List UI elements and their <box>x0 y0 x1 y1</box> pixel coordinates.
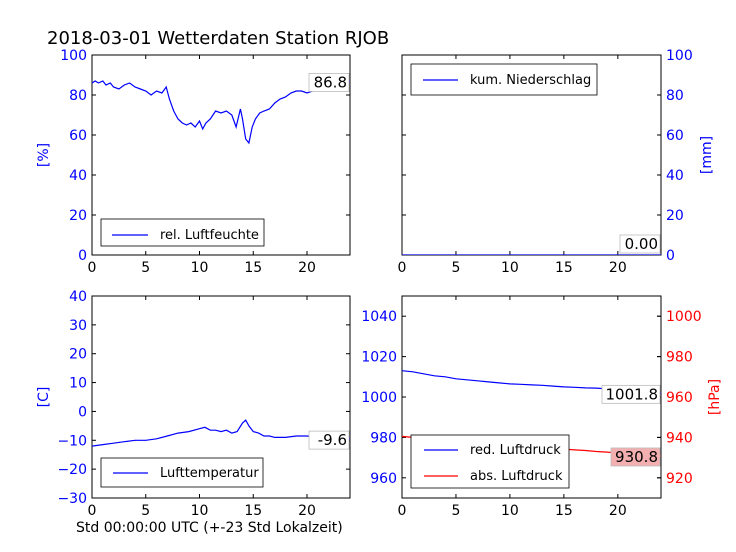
y-tick-label: 20 <box>69 347 87 363</box>
legend-box <box>100 218 265 247</box>
x-tick-label: 20 <box>298 260 316 276</box>
y-tick-label: 980 <box>370 430 397 446</box>
y-tick-label: 80 <box>666 88 684 104</box>
y-right-tick-label: 1000 <box>666 309 702 325</box>
y-tick-label: 0 <box>666 248 675 264</box>
series-line-rel--luftfeuchte <box>92 80 350 145</box>
legend-entry: Lufttemperatur <box>160 466 259 481</box>
figure-title: 2018-03-01 Wetterdaten Station RJOB <box>47 28 389 49</box>
y-tick-label: 40 <box>69 289 87 305</box>
y-tick-label: 40 <box>666 168 684 184</box>
legend-entry: kum. Niederschlag <box>470 73 591 88</box>
y-tick-label: 0 <box>78 248 87 264</box>
y-tick-label: −10 <box>57 433 87 449</box>
x-tick-label: 20 <box>609 260 627 276</box>
legend-entry: rel. Luftfeuchte <box>160 228 259 243</box>
x-tick-label: 15 <box>244 260 262 276</box>
legend-entry: abs. Luftdruck <box>470 469 563 484</box>
last-value-label: 86.8 <box>314 73 347 91</box>
y-tick-label: 960 <box>370 471 397 487</box>
x-tick-label: 20 <box>298 503 316 519</box>
y-tick-label: 30 <box>69 318 87 334</box>
panel-1: 0 5 10 15 20 0 20 40 60 80 100 [%] rel. Luftfeuchte 8… <box>36 48 351 276</box>
y-tick-label: 60 <box>69 128 87 144</box>
panel-4: 0 5 10 15 20 960 980 1000 1020 1040 920 940 960 980 10… <box>361 295 723 519</box>
y-right-tick-label: 960 <box>666 390 693 406</box>
panel-2: 0 5 10 15 20 0 20 40 60 80 100 [mm] kum. Niederschla… <box>398 48 715 276</box>
y-axis-label: [C] <box>36 387 52 408</box>
last-value-box <box>308 73 350 92</box>
x-tick-label: 15 <box>555 503 573 519</box>
x-tick-label: 0 <box>88 503 97 519</box>
y-axis-label: [%] <box>36 143 52 167</box>
legend-entry: red. Luftdruck <box>470 443 561 458</box>
last-value-label: 930.8 <box>615 448 658 466</box>
x-tick-label: 20 <box>609 503 627 519</box>
x-tick-label: 15 <box>244 503 262 519</box>
legend-box <box>410 434 570 489</box>
x-tick-label: 5 <box>451 503 460 519</box>
y-tick-label: 40 <box>69 168 87 184</box>
last-value-box <box>601 384 661 404</box>
x-tick-label: 0 <box>398 503 407 519</box>
last-value-box <box>308 430 350 450</box>
y-tick-label: −30 <box>57 491 87 507</box>
y-tick-label: 100 <box>60 48 87 64</box>
x-tick-label: 10 <box>501 503 519 519</box>
last-value-box <box>610 447 661 467</box>
y-tick-label: 20 <box>666 208 684 224</box>
series-line-lufttemperatur <box>92 419 350 447</box>
x-tick-label: 15 <box>555 260 573 276</box>
y-right-tick-label: 920 <box>666 471 693 487</box>
x-tick-label: 5 <box>141 503 150 519</box>
y-tick-label: 20 <box>69 208 87 224</box>
y-right-tick-label: 940 <box>666 430 693 446</box>
y-axis-label: [mm] <box>699 136 715 174</box>
x-tick-label: 10 <box>501 260 519 276</box>
y-tick-label: 0 <box>78 404 87 420</box>
y-tick-label: 10 <box>69 376 87 392</box>
x-tick-label: 10 <box>191 503 209 519</box>
x-tick-label: 10 <box>191 260 209 276</box>
last-value-label: 1001.8 <box>606 385 659 403</box>
last-value-box <box>619 234 661 254</box>
y-axis-label-right: [hPa] <box>707 379 723 415</box>
y-tick-label: 1000 <box>361 390 397 406</box>
y-tick-label: 1040 <box>361 309 397 325</box>
y-tick-label: 80 <box>69 88 87 104</box>
x-axis-label: Std 00:00:00 UTC (+-23 Std Lokalzeit) <box>76 520 343 536</box>
y-tick-label: 1020 <box>361 350 397 366</box>
last-value-label: 0.00 <box>625 235 658 253</box>
panel-3: 0 5 10 15 20 −30 −20 −10 0 10 20 30 40 [C] Lufttempera… <box>36 289 351 519</box>
y-right-tick-label: 980 <box>666 350 693 366</box>
y-tick-label: −20 <box>57 462 87 478</box>
last-value-label: -9.6 <box>318 431 347 449</box>
x-tick-label: 5 <box>451 260 460 276</box>
x-tick-label: 0 <box>88 260 97 276</box>
y-tick-label: 100 <box>666 48 693 64</box>
y-tick-label: 60 <box>666 128 684 144</box>
x-tick-label: 0 <box>398 260 407 276</box>
x-tick-label: 5 <box>141 260 150 276</box>
